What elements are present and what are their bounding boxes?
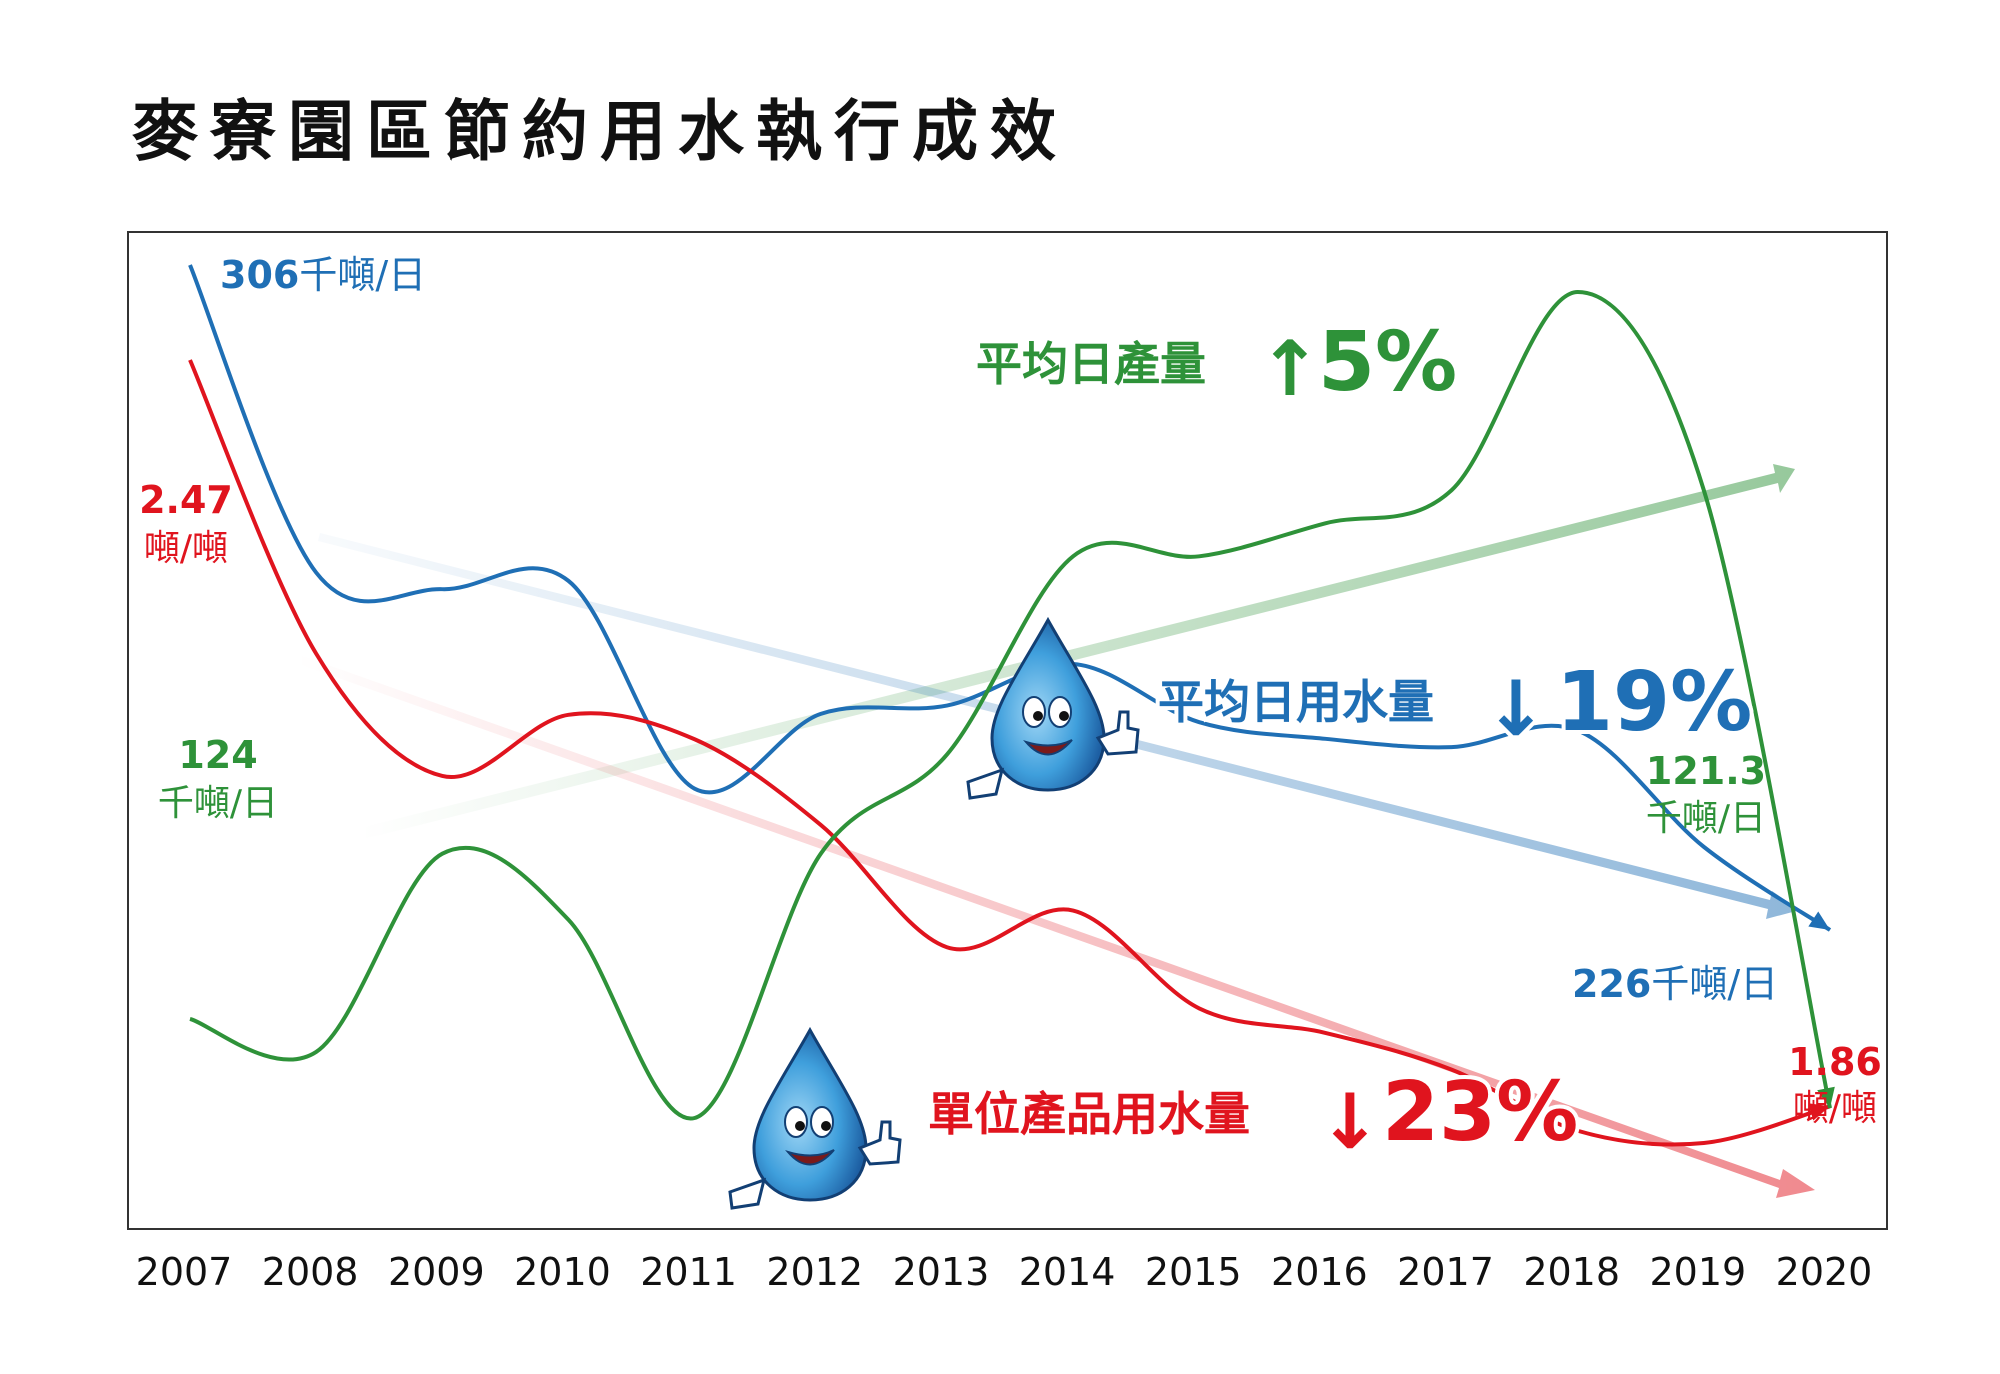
x-tick-label: 2009 bbox=[388, 1250, 485, 1294]
start-label-production-value: 124 bbox=[178, 733, 257, 777]
x-tick-label: 2018 bbox=[1523, 1250, 1620, 1294]
svg-text:平均日用水量: 平均日用水量 bbox=[1158, 675, 1434, 729]
series-line-unit bbox=[188, 359, 1831, 1147]
x-axis: 2007 2008 2009 2010 2011 2012 2013 2014 2015 2016… bbox=[136, 1250, 1873, 1294]
end-label-unit-unit: 噸/噸 bbox=[1793, 1088, 1877, 1129]
x-tick-label: 2019 bbox=[1649, 1250, 1746, 1294]
x-tick-label: 2015 bbox=[1145, 1250, 1242, 1294]
x-tick-label: 2012 bbox=[766, 1250, 863, 1294]
x-tick-label: 2007 bbox=[136, 1250, 233, 1294]
x-tick-label: 2016 bbox=[1271, 1250, 1368, 1294]
x-tick-label: 2008 bbox=[262, 1250, 359, 1294]
mascot-water-drop bbox=[728, 1026, 902, 1210]
series-arrowhead-production bbox=[1817, 1086, 1835, 1109]
x-tick-label: 2010 bbox=[514, 1250, 611, 1294]
x-tick-label: 2011 bbox=[640, 1250, 737, 1294]
end-label-water: 226千噸/日 bbox=[1572, 962, 1778, 1006]
svg-text:單位產品用水量: 單位產品用水量 bbox=[928, 1087, 1250, 1141]
start-label-production-unit: 千噸/日 bbox=[158, 783, 278, 824]
series-layer bbox=[188, 264, 1835, 1147]
series-line-water bbox=[188, 264, 1832, 932]
page-title: 麥寮園區節約用水執行成效 bbox=[132, 92, 1068, 170]
x-tick-label: 2017 bbox=[1397, 1250, 1494, 1294]
series-arrowhead-unit bbox=[1808, 1103, 1830, 1121]
series-line-production bbox=[189, 289, 1832, 1121]
svg-text:23%: 23% bbox=[1382, 1065, 1578, 1160]
start-label-unit-value: 2.47 bbox=[139, 478, 233, 522]
series-arrowhead-water bbox=[1808, 911, 1830, 930]
annotation-unit: 單位產品用水量 ↓ 23% bbox=[924, 1061, 1582, 1170]
svg-text:↑: ↑ bbox=[1258, 324, 1322, 413]
svg-text:5%: 5% bbox=[1318, 315, 1457, 410]
annotation-water: 平均日用水量 ↓ 19% bbox=[1154, 651, 1756, 757]
start-label-water: 306千噸/日 bbox=[220, 253, 426, 297]
mascot-water-drop bbox=[966, 616, 1140, 800]
trend-arrow-green bbox=[360, 464, 1795, 839]
annotation-production: 平均日產量 ↑ 5% bbox=[972, 311, 1461, 417]
end-label-unit-value: 1.86 bbox=[1788, 1040, 1882, 1084]
plot-area bbox=[127, 231, 1888, 1230]
start-label-unit-unit: 噸/噸 bbox=[144, 528, 228, 569]
x-tick-label: 2013 bbox=[893, 1250, 990, 1294]
svg-text:↓: ↓ bbox=[1318, 1077, 1382, 1166]
end-label-production-value: 121.3 bbox=[1646, 749, 1766, 793]
x-tick-label: 2014 bbox=[1019, 1250, 1116, 1294]
svg-text:↓: ↓ bbox=[1484, 664, 1548, 753]
end-label-production-unit: 千噸/日 bbox=[1646, 798, 1766, 839]
svg-text:平均日產量: 平均日產量 bbox=[976, 337, 1206, 391]
x-tick-label: 2020 bbox=[1776, 1250, 1873, 1294]
svg-text:19%: 19% bbox=[1556, 655, 1752, 750]
